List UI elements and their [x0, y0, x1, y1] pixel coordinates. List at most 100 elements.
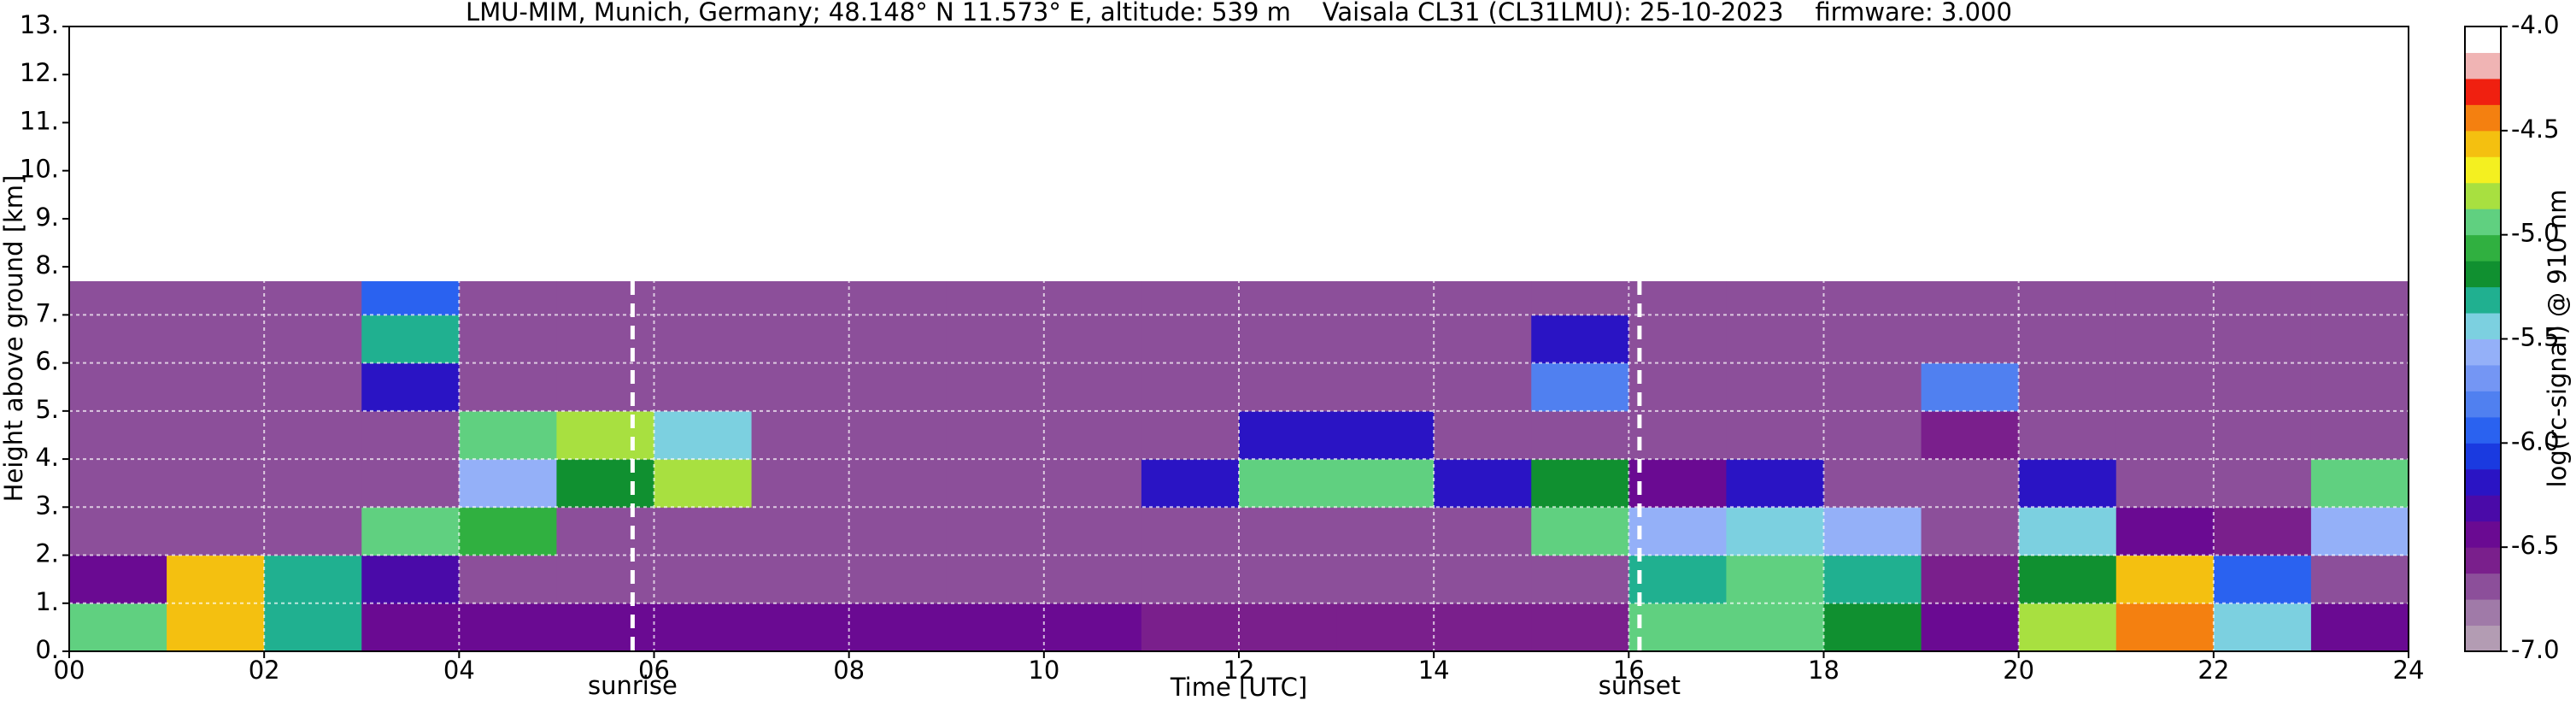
heatmap-cell	[556, 555, 654, 604]
heatmap-cell	[167, 603, 265, 652]
heatmap-cell	[556, 507, 654, 556]
heatmap-cell	[361, 603, 460, 652]
heatmap-cell	[361, 459, 460, 508]
colorbar-swatch	[2465, 261, 2501, 288]
heatmap-cell	[556, 315, 654, 364]
heatmap-cell	[1043, 459, 1142, 508]
heatmap-cell	[1531, 507, 1629, 556]
heatmap-cell	[2213, 459, 2312, 508]
heatmap-cell	[2115, 362, 2215, 412]
heatmap-cell	[848, 281, 948, 315]
heatmap-cell	[2213, 362, 2312, 412]
heatmap-cell	[2018, 362, 2117, 412]
y-axis-label: Height above ground [km]	[0, 175, 28, 503]
colorbar-label: log(rc-signal) @ 910 nm	[2543, 190, 2572, 488]
heatmap-cell	[2018, 281, 2117, 315]
heatmap-cell	[361, 410, 460, 460]
heatmap-cell	[1141, 362, 1240, 412]
colorbar-swatch	[2465, 391, 2501, 418]
heatmap-cell	[1239, 603, 1337, 652]
chart-title: LMU-MIM, Munich, Germany; 48.148° N 11.5…	[466, 0, 2012, 26]
heatmap-cell	[1043, 507, 1142, 556]
heatmap-cell	[556, 281, 654, 315]
heatmap-cell	[1043, 362, 1142, 412]
y-tick-label: 10.	[20, 155, 59, 184]
heatmap-cell	[2310, 507, 2409, 556]
heatmap-cell	[167, 459, 265, 508]
heatmap-cell	[167, 281, 265, 315]
colorbar-swatch	[2465, 468, 2501, 496]
x-tick-label: 16	[1613, 656, 1645, 685]
heatmap-cell	[1141, 459, 1240, 508]
heatmap-cell	[459, 507, 557, 556]
heatmap-cell	[1141, 410, 1240, 460]
colorbar-swatch	[2465, 130, 2501, 157]
heatmap-cell	[654, 603, 753, 652]
heatmap-cell	[1726, 362, 1824, 412]
heatmap-cell	[2213, 410, 2312, 460]
heatmap-cell	[1336, 555, 1435, 604]
plot-frame	[68, 26, 2409, 652]
heatmap-cell	[459, 555, 557, 604]
heatmap-cell	[1823, 315, 1922, 364]
x-tick-label: 02	[249, 656, 280, 685]
heatmap-cell	[1043, 410, 1142, 460]
y-tick-label: 0.	[35, 635, 59, 664]
heatmap-cell	[1531, 281, 1629, 315]
heatmap-cell	[1239, 281, 1337, 315]
heatmap-cell	[2213, 281, 2312, 315]
heatmap-cell	[1043, 315, 1142, 364]
heatmap-cell	[264, 362, 362, 412]
heatmap-cell	[361, 281, 460, 315]
x-tick-label: 08	[833, 656, 865, 685]
colorbar-swatch	[2465, 286, 2501, 314]
heatmap-cell	[556, 603, 654, 652]
heatmap-cell	[1434, 315, 1532, 364]
heatmap-cell	[1531, 555, 1629, 604]
x-tick-label: 00	[54, 656, 85, 685]
heatmap-cell	[1336, 410, 1435, 460]
heatmap-cell	[654, 362, 753, 412]
heatmap-cell	[264, 507, 362, 556]
heatmap-cell	[2115, 315, 2215, 364]
heatmap-cell	[1628, 603, 1727, 652]
heatmap-cell	[167, 362, 265, 412]
heatmap-cell	[751, 555, 850, 604]
annotation-label: sunrise	[588, 671, 678, 700]
heatmap-cell	[1921, 315, 2020, 364]
heatmap-cell	[1434, 603, 1532, 652]
x-tick-label: 04	[443, 656, 475, 685]
heatmap-cell	[1336, 315, 1435, 364]
heatmap-cell	[361, 555, 460, 604]
heatmap-cell	[1726, 281, 1824, 315]
x-tick-label: 20	[2003, 656, 2034, 685]
heatmap-cell	[167, 410, 265, 460]
heatmap-cell	[751, 459, 850, 508]
heatmap-cell	[946, 362, 1045, 412]
colorbar-swatch	[2465, 443, 2501, 470]
heatmap-cell	[1336, 281, 1435, 315]
heatmap-cell	[361, 315, 460, 364]
heatmap-cell	[654, 507, 753, 556]
heatmap-cell	[1823, 281, 1922, 315]
colorbar-swatch	[2465, 495, 2501, 522]
heatmap-cell	[1628, 459, 1727, 508]
heatmap-cell	[2213, 555, 2312, 604]
colorbar-swatch	[2465, 26, 2501, 53]
heatmap-cell	[167, 555, 265, 604]
heatmap-cell	[1141, 281, 1240, 315]
heatmap-cell	[751, 507, 850, 556]
heatmap-cell	[1726, 507, 1824, 556]
heatmap-cell	[1921, 603, 2020, 652]
heatmap-cell	[2018, 410, 2117, 460]
heatmap-cell	[1628, 281, 1727, 315]
heatmap-cell	[654, 281, 753, 315]
heatmap-cell	[69, 555, 167, 604]
heatmap-cell	[946, 281, 1045, 315]
heatmap-cell	[2115, 459, 2215, 508]
heatmap-cell	[848, 410, 948, 460]
annotation-label: sunset	[1599, 671, 1681, 700]
colorbar-tick-label: -6.0	[2511, 427, 2560, 456]
heatmap-cell	[1726, 410, 1824, 460]
